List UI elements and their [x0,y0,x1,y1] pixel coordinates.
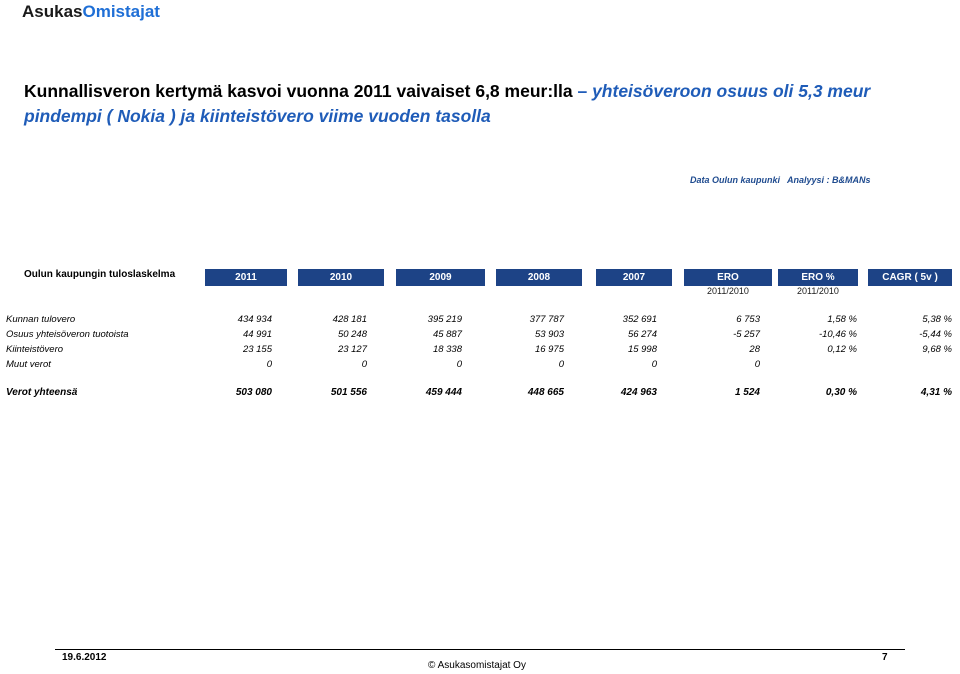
subheader-ero-percent: 2011/2010 [797,286,839,296]
cell-2009: 0 [456,359,462,370]
table-row-header-label: Oulun kaupungin tuloslaskelma [24,269,176,280]
table-row: Kiinteistövero 23 155 23 127 18 338 16 9… [0,344,960,358]
cell-2008: 377 787 [529,314,564,325]
total-2010: 501 556 [330,387,367,398]
title-italic-2: pindempi ( Nokia ) ja kiinteistövero vii… [24,106,491,126]
table-row: Muut verot 0 0 0 0 0 0 [0,359,960,373]
cell-2008: 0 [558,359,564,370]
footer-divider [55,649,905,650]
total-label: Verot yhteensä [6,387,78,398]
total-2008: 448 665 [527,387,564,398]
cell-ero-percent: -10,46 % [818,329,857,340]
slide-title: Kunnallisveron kertymä kasvoi vuonna 201… [24,79,924,129]
cell-2010: 428 181 [332,314,367,325]
cell-2009: 395 219 [427,314,462,325]
total-ero: 1 524 [734,387,760,398]
total-ero-percent: 0,30 % [825,387,857,398]
total-cagr: 4,31 % [920,387,952,398]
cell-2010: 23 127 [337,344,367,355]
source-analysis: Analyysi : B&MANs [787,175,871,185]
source-data: Data Oulun kaupunki [690,175,781,185]
cell-2011: 0 [266,359,272,370]
cell-2007: 15 998 [627,344,657,355]
cell-2011: 434 934 [237,314,272,325]
column-header-2007: 2007 [596,269,672,286]
title-main: Kunnallisveron kertymä kasvoi vuonna 201… [24,81,573,101]
row-label: Kunnan tulovero [6,314,76,325]
column-header-ero: ERO [684,269,772,286]
footer-copyright: © Asukasomistajat Oy [428,660,526,671]
total-2007: 424 963 [620,387,657,398]
subheader-ero: 2011/2010 [707,286,749,296]
cell-2011: 44 991 [242,329,272,340]
cell-2007: 352 691 [622,314,657,325]
cell-cagr: 9,68 % [922,344,952,355]
row-label: Muut verot [6,359,51,370]
table-total-row: Verot yhteensä 503 080 501 556 459 444 4… [0,387,960,401]
brand-logo: AsukasOmistajat [22,2,160,22]
cell-ero-percent: 1,58 % [827,314,857,325]
cell-cagr: -5,44 % [919,329,952,340]
cell-2008: 16 975 [534,344,564,355]
column-header-2011: 2011 [205,269,287,286]
column-header-cagr: CAGR ( 5v ) [868,269,952,286]
total-2011: 503 080 [235,387,272,398]
row-label: Osuus yhteisöveron tuotoista [6,329,129,340]
column-header-2008: 2008 [496,269,582,286]
cell-ero-percent: 0,12 % [827,344,857,355]
cell-2008: 53 903 [534,329,564,340]
cell-ero: -5 257 [733,329,760,340]
brand-logo-part1: Asukas [22,2,83,21]
footer-page-number: 7 [882,652,888,663]
total-2009: 459 444 [425,387,462,398]
cell-ero: 0 [754,359,760,370]
column-header-2009: 2009 [396,269,485,286]
row-label: Kiinteistövero [6,344,64,355]
title-dash: – [572,81,593,101]
cell-2007: 0 [651,359,657,370]
cell-ero: 6 753 [736,314,760,325]
cell-2011: 23 155 [242,344,272,355]
cell-2009: 18 338 [432,344,462,355]
cell-2007: 56 274 [627,329,657,340]
cell-2010: 50 248 [337,329,367,340]
column-header-2010: 2010 [298,269,384,286]
cell-2009: 45 887 [432,329,462,340]
title-italic-1: yhteisöveroon osuus oli 5,3 meur [592,81,871,101]
cell-ero: 28 [749,344,760,355]
table-row: Osuus yhteisöveron tuotoista 44 991 50 2… [0,329,960,343]
table-row: Kunnan tulovero 434 934 428 181 395 219 … [0,314,960,328]
column-header-ero-percent: ERO % [778,269,858,286]
brand-logo-part2: Omistajat [82,2,160,21]
cell-2010: 0 [361,359,367,370]
footer-date: 19.6.2012 [62,652,107,663]
cell-cagr: 5,38 % [922,314,952,325]
